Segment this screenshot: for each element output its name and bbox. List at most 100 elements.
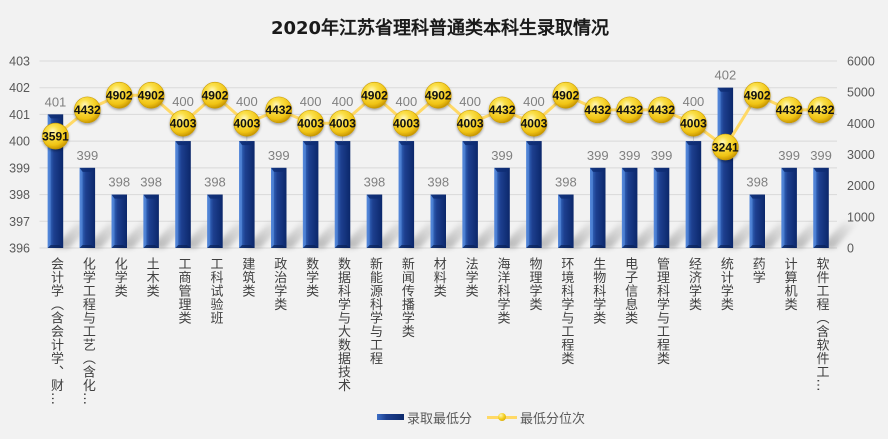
bar-bevel-bottom — [143, 245, 159, 248]
y-left-tick-label: 396 — [9, 242, 30, 256]
marker-circle — [456, 109, 484, 137]
bar-data-label: 400 — [683, 94, 705, 109]
bar-shadow — [819, 222, 859, 248]
bar-body — [494, 167, 510, 248]
bar-bevel-bottom — [813, 245, 829, 248]
line-marker: 4902 — [138, 81, 165, 109]
bar-bevel-bottom — [271, 245, 287, 248]
marker-circle — [680, 109, 707, 137]
bar-data-label: 400 — [236, 94, 258, 109]
bar-body — [430, 194, 446, 248]
y-right-tick-label: 5000 — [847, 86, 875, 100]
marker-circle — [393, 109, 420, 137]
y-right-tick-label: 0 — [847, 242, 854, 256]
bar-bevel-left — [590, 167, 593, 248]
line-marker: 4902 — [425, 81, 452, 109]
line-data-label: 4003 — [233, 117, 260, 131]
line-marker: 4003 — [456, 109, 484, 137]
y-left-tick-label: 402 — [9, 81, 30, 95]
line-marker: 4003 — [521, 109, 548, 137]
bar-bevel-left — [207, 194, 211, 248]
bar-data-label: 399 — [810, 148, 832, 163]
line-marker: 4003 — [170, 109, 197, 137]
legend-item-bar: 录取最低分 — [377, 408, 472, 427]
bar-body — [175, 141, 191, 248]
marker-circle — [233, 109, 261, 137]
bar-bevel-top — [494, 167, 510, 172]
bar — [398, 141, 415, 248]
line-data-label: 4003 — [457, 117, 484, 131]
line-data-label: 4003 — [170, 117, 197, 131]
bar-data-label: 398 — [108, 175, 130, 190]
bar-data-label: 399 — [587, 148, 609, 163]
bar-bevel-left — [526, 141, 530, 248]
line-data-label: 4902 — [361, 89, 388, 103]
bar-bevel-top — [398, 141, 415, 146]
bar-body — [526, 141, 542, 248]
line-data-label: 4432 — [489, 103, 516, 117]
bar-data-label: 398 — [746, 175, 768, 190]
bar-bevel-bottom — [334, 245, 351, 248]
line-marker: 4902 — [744, 81, 771, 109]
line-data-label: 3591 — [42, 129, 69, 143]
bar-body — [111, 194, 127, 248]
bar-bevel-bottom — [302, 245, 319, 248]
bar-bevel-bottom — [79, 245, 96, 248]
bar-bevel-top — [111, 194, 127, 199]
bar-body — [781, 167, 797, 248]
bar-data-label: 400 — [332, 94, 354, 109]
marker-circle — [297, 109, 324, 137]
marker-circle — [105, 81, 133, 109]
y-right-tick-label: 6000 — [847, 55, 875, 69]
line-data-label: 4432 — [265, 103, 292, 117]
bar-bevel-top — [653, 167, 670, 172]
line-data-label: 3241 — [712, 140, 739, 154]
bar-body — [685, 141, 702, 248]
bar-bevel-left — [175, 141, 179, 248]
legend-bar-swatch-icon — [377, 414, 404, 420]
bar-bevel-bottom — [781, 245, 797, 248]
line-marker: 4902 — [552, 81, 580, 109]
line-data-label: 4902 — [744, 89, 771, 103]
bar — [653, 167, 670, 248]
bar-body — [462, 141, 478, 248]
line-marker: 3591 — [42, 122, 69, 150]
y-right-tick-label: 4000 — [847, 117, 875, 131]
bar-bevel-top — [334, 141, 351, 146]
legend-line-marker-icon — [487, 412, 518, 422]
marker-circle — [42, 122, 69, 150]
bar-bevel-bottom — [717, 245, 734, 248]
line-marker: 4432 — [648, 96, 675, 124]
bar-data-label: 401 — [45, 94, 67, 109]
bar-bevel-bottom — [175, 245, 191, 248]
bar-bevel-top — [526, 141, 542, 146]
bar — [207, 194, 223, 248]
line-data-label: 4003 — [393, 117, 420, 131]
y-left-tick-label: 397 — [9, 215, 30, 229]
bar-bevel-bottom — [462, 245, 478, 248]
marker-circle — [712, 133, 739, 161]
marker-circle — [329, 109, 356, 137]
bar-bevel-bottom — [526, 245, 542, 248]
marker-circle — [775, 96, 803, 124]
bar — [590, 167, 606, 248]
bar — [79, 167, 96, 248]
bar-bevel-bottom — [398, 245, 415, 248]
bar-body — [717, 87, 734, 248]
y-left-tick-label: 403 — [9, 55, 30, 69]
line-marker: 4432 — [775, 96, 803, 124]
bar — [239, 141, 255, 248]
line-data-label: 4003 — [297, 117, 324, 131]
bar-bevel-left — [494, 167, 498, 248]
marker-circle — [361, 81, 388, 109]
bar — [717, 87, 734, 248]
bar-bevel-bottom — [749, 245, 765, 248]
bar-body — [239, 141, 255, 248]
bar-bevel-left — [111, 194, 115, 248]
bar-bevel-left — [398, 141, 402, 248]
bar-bevel-left — [462, 141, 466, 248]
bar-body — [334, 141, 351, 248]
bar-bevel-bottom — [111, 245, 127, 248]
line-marker: 4003 — [393, 109, 420, 137]
